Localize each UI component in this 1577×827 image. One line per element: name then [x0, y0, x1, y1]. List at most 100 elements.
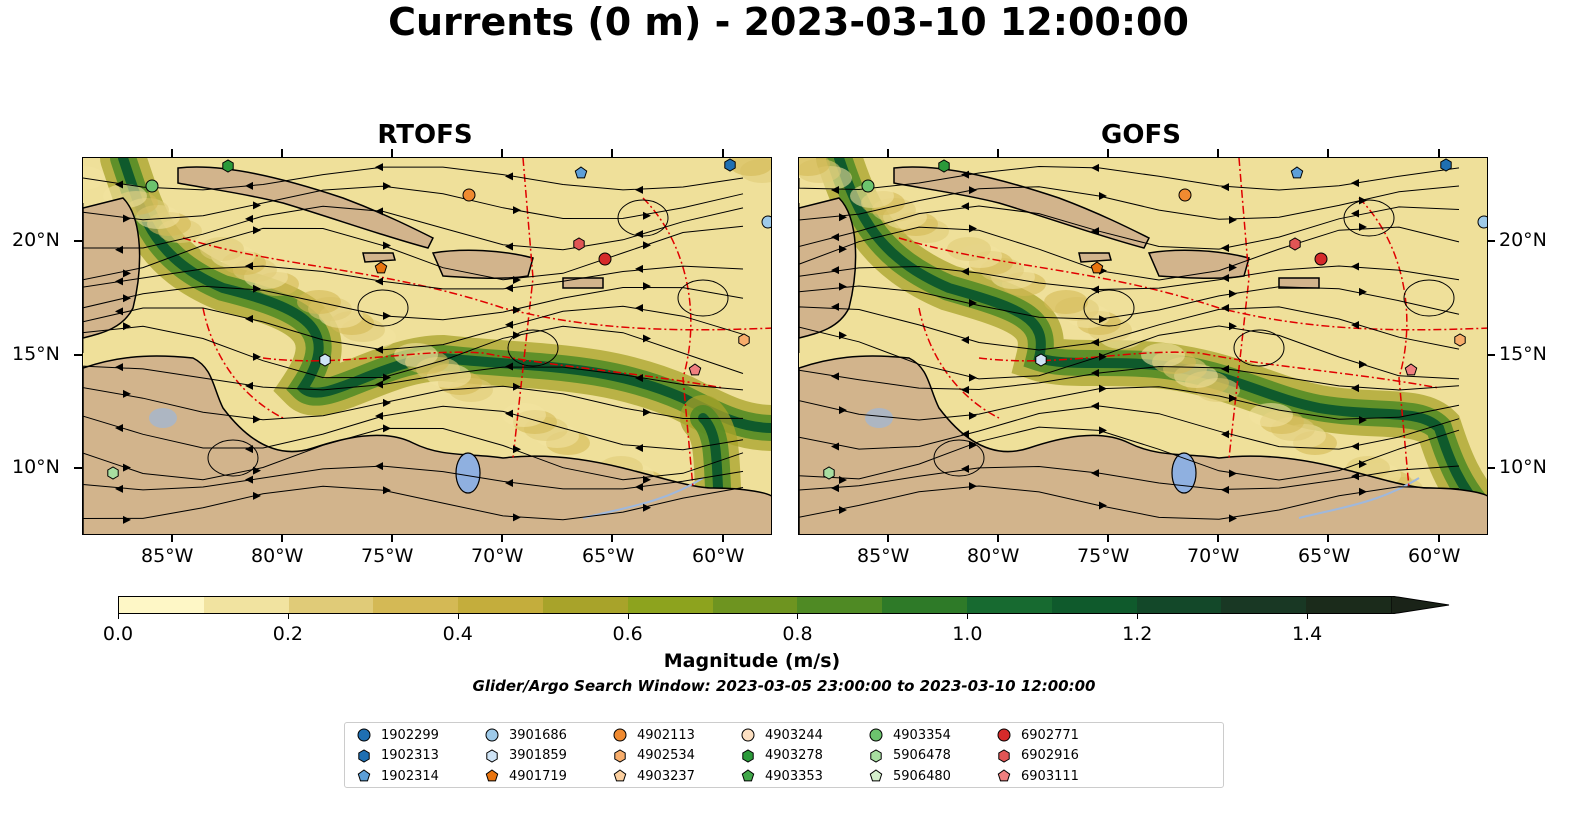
- legend-marker[interactable]: [997, 728, 1011, 742]
- legend-label: 4901719: [509, 768, 567, 784]
- colorbar-tick-label: 0.2: [272, 623, 303, 645]
- legend-label: 4903278: [765, 748, 823, 763]
- map-canvas: [83, 158, 772, 534]
- legend-marker[interactable]: [485, 728, 499, 742]
- legend-label: 1902314: [381, 768, 439, 784]
- colorbar-tick: [1307, 613, 1309, 619]
- legend-marker[interactable]: [485, 769, 499, 782]
- legend-marker[interactable]: [613, 769, 627, 782]
- pentagon-marker-icon: [741, 769, 755, 782]
- colorbar-tick-label: 0.0: [102, 623, 134, 645]
- pentagon-marker-icon: [485, 769, 499, 782]
- map-panel-rtofs[interactable]: [82, 157, 772, 535]
- float-markers: [107, 158, 772, 480]
- legend-marker[interactable]: [357, 769, 371, 782]
- legend-marker[interactable]: [998, 748, 1010, 763]
- colorbar-segment: [542, 597, 628, 613]
- legend-marker[interactable]: [741, 769, 755, 782]
- float-marker[interactable]: [1454, 333, 1466, 347]
- legend-marker[interactable]: [741, 728, 755, 742]
- colorbar-tick-label: 1.4: [1291, 623, 1323, 645]
- circle-marker-icon: [485, 728, 499, 742]
- y-tick-label: 15°N: [12, 343, 60, 365]
- float-marker[interactable]: [1090, 261, 1104, 274]
- float-marker[interactable]: [1289, 237, 1301, 251]
- float-marker[interactable]: [861, 179, 875, 193]
- legend-item: 4903278: [741, 746, 823, 766]
- float-marker[interactable]: [938, 159, 950, 173]
- colorbar-segment: [966, 597, 1052, 613]
- legend-label: 1902299: [381, 727, 439, 743]
- y-tick-mark: [74, 240, 82, 242]
- legend-marker[interactable]: [486, 748, 498, 763]
- legend-marker[interactable]: [869, 728, 883, 742]
- legend-item: 4903354: [869, 725, 951, 745]
- x-tick-mark: [722, 149, 724, 157]
- float-marker[interactable]: [107, 466, 119, 480]
- legend-marker[interactable]: [997, 769, 1011, 782]
- legend-marker[interactable]: [614, 748, 626, 763]
- x-tick-label: 70°W: [471, 545, 524, 567]
- float-marker[interactable]: [738, 333, 750, 347]
- colorbar-segment: [797, 597, 883, 613]
- float-marker[interactable]: [374, 261, 388, 274]
- float-marker[interactable]: [574, 166, 588, 179]
- legend-marker[interactable]: [742, 748, 754, 763]
- float-marker[interactable]: [1477, 215, 1488, 229]
- x-tick-mark: [887, 149, 889, 157]
- float-marker[interactable]: [1314, 252, 1328, 266]
- float-marker[interactable]: [1440, 158, 1452, 172]
- pentagon-marker-icon: [997, 769, 1011, 782]
- float-marker[interactable]: [573, 237, 585, 251]
- map-canvas: [799, 158, 1488, 534]
- legend-item: 6902771: [997, 725, 1079, 745]
- x-tick-label: 80°W: [251, 545, 304, 567]
- legend-label: 3901686: [509, 727, 567, 743]
- colorbar: [118, 596, 1392, 614]
- pentagon-marker-icon: [613, 769, 627, 782]
- hexagon-marker-icon: [870, 748, 882, 763]
- y-tick-mark: [1487, 354, 1495, 356]
- float-markers: [823, 158, 1488, 480]
- panel-title-gofs: GOFS: [1101, 120, 1181, 150]
- legend-label: 4903353: [765, 768, 823, 784]
- float-marker[interactable]: [1290, 166, 1304, 179]
- float-marker[interactable]: [688, 363, 702, 376]
- legend-marker[interactable]: [357, 728, 371, 742]
- hexagon-marker-icon: [614, 748, 626, 763]
- float-marker[interactable]: [222, 159, 234, 173]
- x-tick-mark: [1327, 149, 1329, 157]
- colorbar-tick: [118, 613, 119, 619]
- float-marker[interactable]: [1035, 353, 1047, 367]
- float-marker[interactable]: [145, 179, 159, 193]
- search-window-caption: Glider/Argo Search Window: 2023-03-05 23…: [472, 677, 1096, 695]
- legend-marker[interactable]: [613, 728, 627, 742]
- float-marker[interactable]: [761, 215, 772, 229]
- x-tick-mark: [501, 534, 503, 542]
- legend-marker[interactable]: [870, 748, 882, 763]
- y-tick-label: 20°N: [12, 229, 60, 251]
- float-marker[interactable]: [462, 188, 476, 202]
- colorbar-tick: [797, 613, 799, 619]
- float-marker[interactable]: [724, 158, 736, 172]
- x-tick-label: 65°W: [582, 545, 635, 567]
- colorbar-tick-label: 0.6: [612, 623, 643, 645]
- map-panel-gofs[interactable]: [798, 157, 1488, 535]
- colorbar-segment: [1221, 597, 1307, 613]
- float-marker[interactable]: [1178, 188, 1192, 202]
- float-marker[interactable]: [823, 466, 835, 480]
- y-tick-mark: [74, 354, 82, 356]
- colorbar-tick: [287, 613, 289, 619]
- x-tick-label: 75°W: [361, 545, 414, 567]
- circle-marker-icon: [741, 728, 755, 742]
- float-marker[interactable]: [598, 252, 612, 266]
- colorbar-segment: [458, 597, 543, 613]
- x-tick-mark: [391, 534, 393, 542]
- float-marker[interactable]: [1404, 363, 1418, 376]
- float-marker[interactable]: [319, 353, 331, 367]
- legend-marker[interactable]: [869, 769, 883, 782]
- legend-label: 1902313: [381, 748, 439, 763]
- colorbar-segment: [1136, 597, 1222, 613]
- colorbar-label: Magnitude (m/s): [663, 650, 841, 672]
- legend-marker[interactable]: [358, 748, 370, 763]
